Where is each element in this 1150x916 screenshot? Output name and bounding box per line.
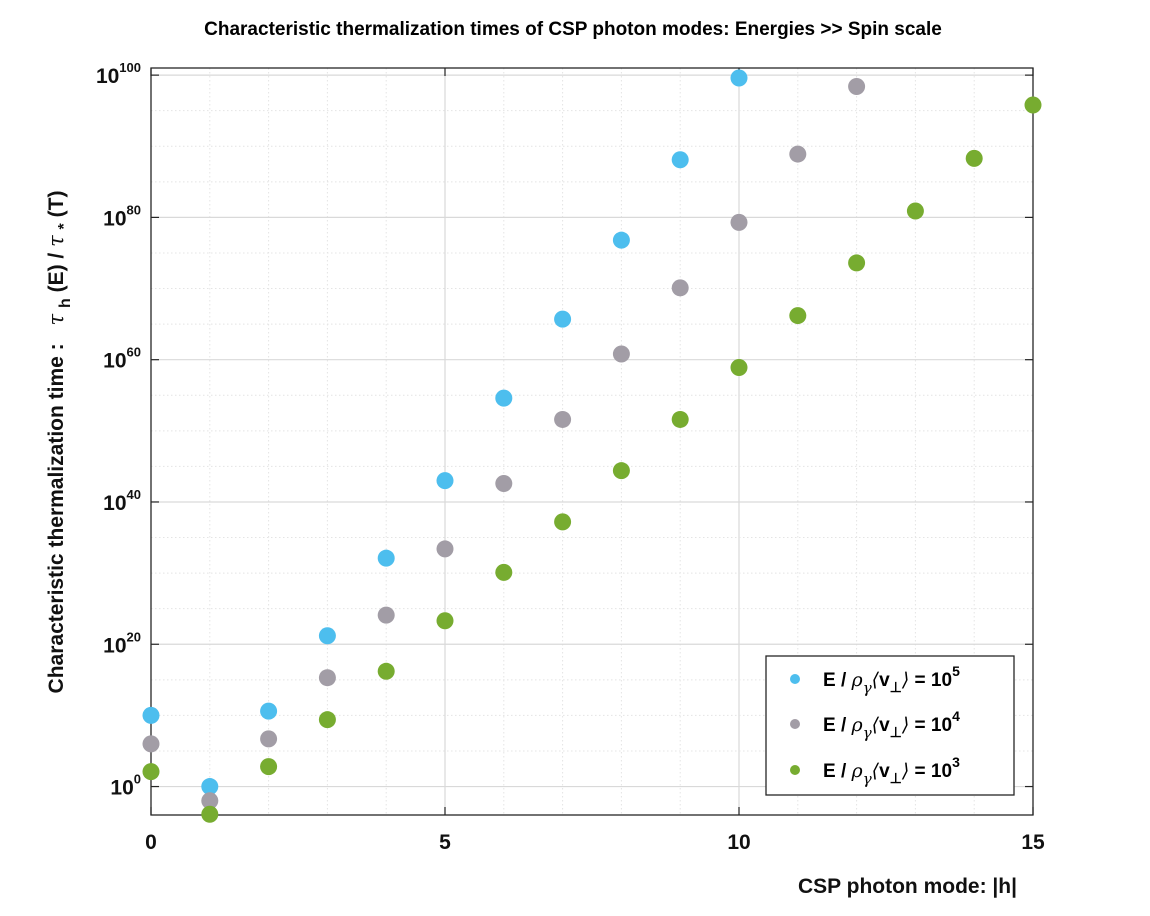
data-point (554, 310, 572, 328)
legend-box (765, 655, 1015, 796)
grid-lines (151, 68, 1033, 815)
y-tick-label: 1040 (103, 487, 141, 515)
plot-area (150, 67, 1034, 816)
legend-entry: E / ργ⟨v⊥⟩ = 105 (790, 663, 960, 697)
data-point (848, 254, 866, 272)
legend-label: E / ργ⟨v⊥⟩ = 105 (823, 663, 960, 697)
data-point (436, 612, 454, 630)
data-point (789, 307, 807, 325)
series-1 (142, 69, 748, 796)
y-axis-label-tau2: τ (44, 235, 68, 247)
data-points (142, 69, 1042, 823)
series-3 (142, 96, 1042, 823)
data-point (906, 202, 924, 220)
y-axis-label: Characteristic thermalization time : τ h… (44, 191, 75, 694)
data-point (612, 462, 630, 480)
y-tick-label: 1080 (103, 202, 141, 230)
data-point (201, 805, 219, 823)
data-point (318, 669, 336, 687)
data-point (495, 474, 513, 492)
y-tick-label: 1060 (103, 345, 141, 373)
data-point (612, 345, 630, 363)
y-axis-label-tau: τ (44, 314, 68, 326)
y-tick-label: 100 (110, 772, 141, 800)
data-point (260, 730, 278, 748)
y-axis-label-sub-h: h (57, 298, 74, 308)
legend-marker (790, 674, 800, 684)
data-point (495, 389, 513, 407)
legend-label: E / ργ⟨v⊥⟩ = 104 (823, 708, 960, 742)
data-point (848, 77, 866, 95)
y-axis-label-suffix: (T) (45, 191, 68, 218)
x-tick-label: 15 (1021, 831, 1045, 854)
data-point (554, 410, 572, 428)
data-point (671, 151, 689, 169)
legend-marker (790, 765, 800, 775)
data-point (260, 758, 278, 776)
legend-label: E / ργ⟨v⊥⟩ = 103 (823, 754, 960, 788)
x-tick-label: 5 (439, 831, 451, 854)
data-point (495, 563, 513, 581)
data-point (671, 410, 689, 428)
data-point (377, 662, 395, 680)
data-point (436, 472, 454, 490)
x-tick-label: 0 (145, 831, 157, 854)
data-point (201, 778, 219, 796)
legend-entry: E / ργ⟨v⊥⟩ = 104 (790, 708, 960, 742)
data-point (142, 763, 160, 781)
y-tick-label: 1020 (103, 629, 141, 657)
data-point (789, 145, 807, 163)
chart-title: Characteristic thermalization times of C… (204, 19, 942, 40)
y-axis-ticks: 100 1020 1040 1060 1080 10100 (96, 60, 1033, 800)
data-point (377, 606, 395, 624)
data-point (318, 711, 336, 729)
data-point (965, 149, 983, 167)
legend-entry: E / ργ⟨v⊥⟩ = 103 (790, 754, 960, 788)
y-tick-label: 10100 (96, 60, 141, 88)
y-axis-label-middle: (E) / (45, 247, 68, 293)
y-axis-label-sub-star: * (56, 222, 73, 229)
legend: E / ργ⟨v⊥⟩ = 105 E / ργ⟨v⊥⟩ = 104 E / ργ⟨v… (765, 655, 1015, 796)
data-point (260, 702, 278, 720)
x-axis-label: CSP photon mode: |h| (798, 875, 1017, 898)
series-2 (142, 77, 866, 810)
y-axis-label-prefix: Characteristic thermalization time : (45, 343, 68, 693)
data-point (201, 792, 219, 810)
data-point (612, 231, 630, 249)
data-point (554, 513, 572, 531)
data-point (318, 627, 336, 645)
data-point (671, 279, 689, 297)
data-point (1024, 96, 1042, 114)
x-axis-ticks: 0 5 10 15 (145, 68, 1045, 854)
data-point (142, 735, 160, 753)
data-point (730, 359, 748, 377)
data-point (730, 69, 748, 87)
data-point (377, 549, 395, 567)
data-point (142, 706, 160, 724)
x-tick-label: 10 (727, 831, 750, 854)
data-point (436, 540, 454, 558)
data-point (730, 213, 748, 231)
legend-marker (790, 719, 800, 729)
